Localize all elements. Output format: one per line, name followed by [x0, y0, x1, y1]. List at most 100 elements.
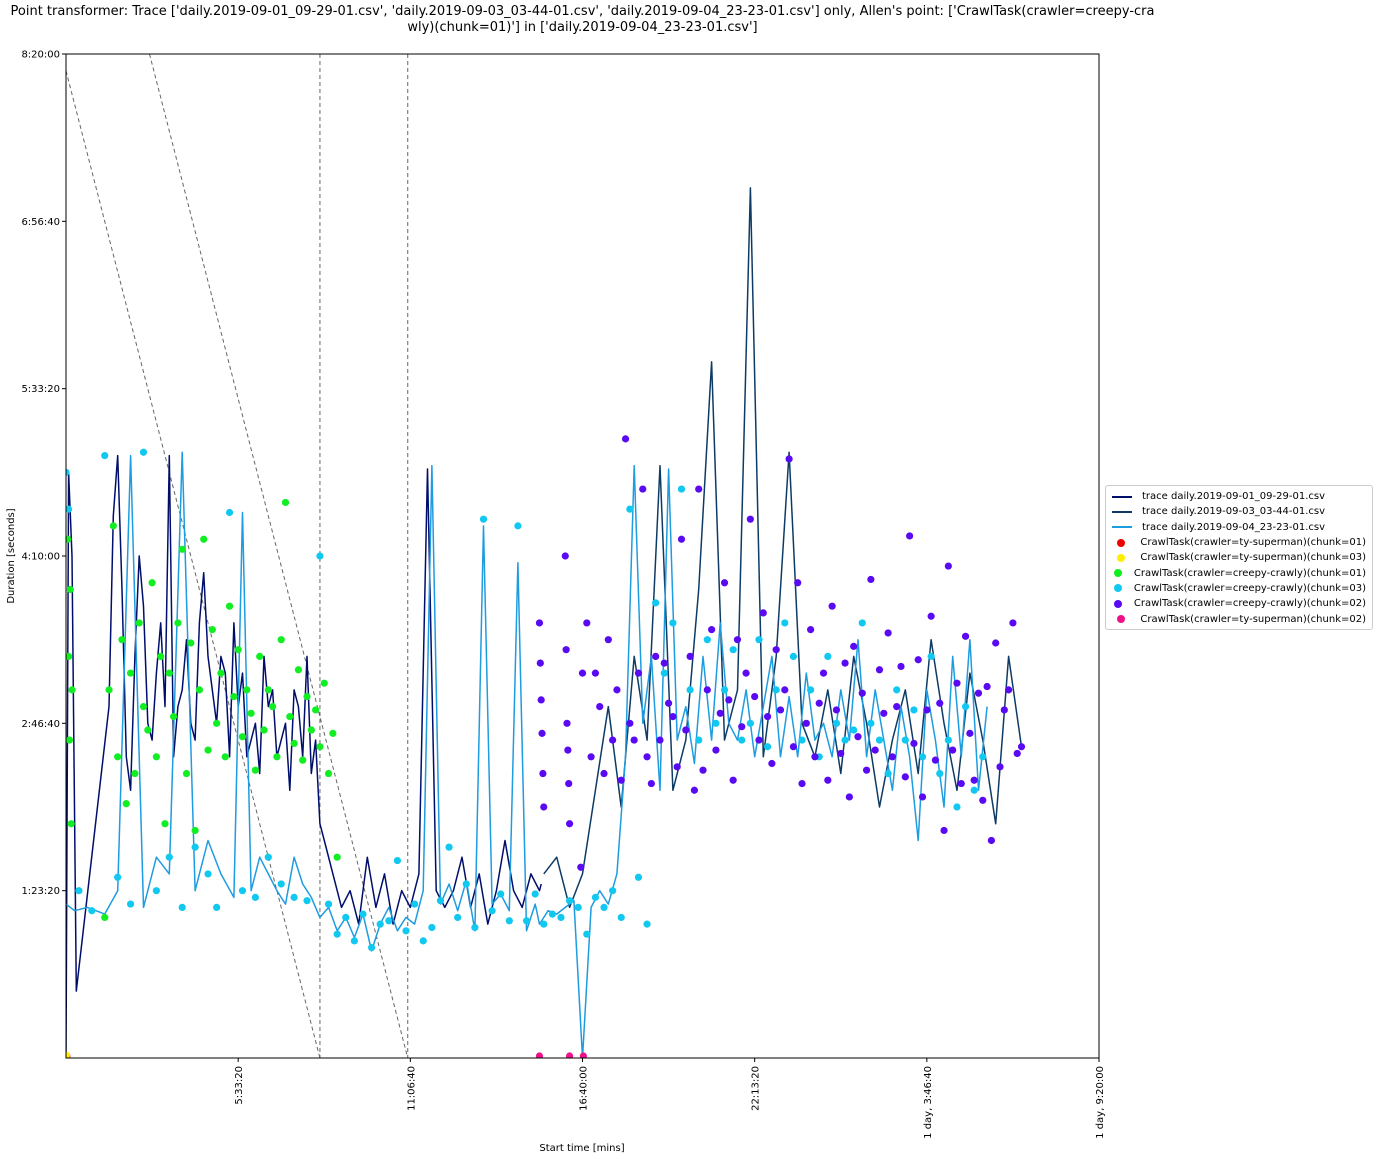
scatter-point-s4 [789, 652, 798, 661]
scatter-point-s5 [953, 679, 961, 687]
legend-label: trace daily.2019-09-03_03-44-01.csv [1142, 506, 1326, 518]
scatter-point-s5 [725, 696, 733, 704]
scatter-point-s5 [957, 779, 965, 788]
y-tick: 5:33:20 [21, 384, 66, 395]
scatter-point-s4 [695, 736, 703, 744]
scatter-point-s5 [867, 575, 875, 584]
x-tick-label: 11:06:40 [406, 1066, 417, 1111]
scatter-point-s4 [505, 917, 513, 925]
legend-label: CrawlTask(crawler=ty-superman)(chunk=02) [1140, 613, 1366, 625]
scatter-point-s3 [303, 692, 311, 701]
scatter-point-s5 [772, 646, 780, 654]
scatter-point-s3 [157, 652, 165, 661]
scatter-point-s3 [174, 619, 182, 627]
scatter-point-s4 [660, 669, 668, 677]
scatter-point-s5 [652, 652, 660, 661]
scatter-point-s4 [333, 930, 341, 938]
scatter-point-s5 [828, 602, 836, 610]
scatter-point-s4 [75, 887, 83, 895]
scatter-point-s5 [540, 803, 548, 811]
scatter-point-s4 [178, 903, 186, 912]
scatter-point-s3 [238, 733, 247, 741]
scatter-point-s4 [152, 887, 160, 895]
plot-frame [65, 53, 1100, 1059]
scatter-point-s5 [992, 639, 1000, 647]
scatter-point-s5 [944, 562, 952, 570]
legend-entry: CrawlTask(crawler=ty-superman)(chunk=01) [1112, 535, 1366, 550]
scatter-point-s5 [539, 769, 547, 778]
scatter-point-s5 [591, 669, 600, 677]
x-tick-label: 1 day, 3:46:40 [923, 1066, 934, 1139]
y-tick-label: 2:46:40 [21, 719, 60, 730]
scatter-point-s5 [819, 669, 828, 677]
scatter-point-s4 [367, 943, 376, 952]
scatter-point-s3 [307, 726, 315, 734]
scatter-point-s5 [596, 703, 604, 711]
scatter-point-s5 [781, 686, 789, 694]
scatter-point-s3 [256, 652, 264, 661]
scatter-point-s4 [139, 448, 148, 456]
scatter-point-s5 [918, 793, 927, 801]
scatter-point-s3 [182, 769, 191, 778]
scatter-point-s3 [139, 703, 148, 711]
scatter-point-s4 [350, 937, 358, 945]
scatter-point-s5 [824, 776, 832, 784]
scatter-point-s3 [178, 545, 186, 553]
scatter-point-s4 [720, 686, 729, 694]
scatter-point-s4 [600, 903, 608, 912]
scatter-point-s3 [135, 619, 143, 627]
scatter-point-s4 [225, 508, 234, 517]
scatter-point-s5 [927, 612, 935, 620]
scatter-point-s3 [118, 636, 126, 644]
scatter-point-s4 [807, 686, 815, 694]
scatter-point-s5 [811, 753, 819, 761]
scatter-point-s3 [66, 652, 73, 660]
legend-entry: CrawlTask(crawler=creepy-crawly)(chunk=0… [1112, 565, 1366, 580]
scatter-point-s5 [996, 763, 1004, 771]
legend-label: CrawlTask(crawler=creepy-crawly)(chunk=0… [1133, 598, 1366, 610]
scatter-point-s5 [983, 682, 991, 691]
y-tick-label: 1:23:20 [21, 886, 60, 897]
scatter-point-s4 [428, 923, 436, 932]
scatter-point-s3 [264, 686, 272, 694]
scatter-point-s4 [66, 505, 73, 513]
scatter-point-s4 [376, 920, 384, 928]
y-axis-label: Duration [seconds] [6, 508, 17, 603]
scatter-point-s5 [690, 786, 699, 794]
scatter-point-s5 [966, 729, 974, 737]
scatter-point-s3 [221, 753, 229, 761]
scatter-point-s5 [660, 659, 668, 667]
scatter-point-s3 [66, 585, 74, 594]
scatter-point-s3 [170, 713, 178, 721]
scatter-point-s3 [152, 753, 160, 761]
scatter-point-s5 [936, 699, 944, 707]
legend-label: CrawlTask(crawler=ty-superman)(chunk=01) [1140, 537, 1366, 549]
scatter-point-s5 [987, 836, 995, 845]
scatter-point-s4 [66, 468, 70, 476]
scatter-point-s3 [213, 719, 221, 727]
scatter-points [66, 435, 1026, 1058]
scatter-point-s5 [621, 435, 630, 443]
scatter-point-s4 [841, 736, 849, 744]
scatter-point-s4 [961, 703, 970, 711]
scatter-point-s5 [677, 535, 686, 543]
scatter-point-s3 [195, 686, 204, 694]
scatter-point-s4 [574, 903, 582, 912]
scatter-point-s4 [359, 910, 367, 918]
scatter-point-s3 [204, 746, 212, 754]
scatter-point-s5 [536, 659, 544, 667]
y-tick: 4:10:00 [21, 552, 66, 563]
y-tick: 2:46:40 [21, 719, 66, 730]
scatter-point-s5 [686, 652, 694, 661]
y-axis-ticks: 1:23:20 2:46:40 4:10:00 5:33:20 6:56:40 8:20:… [21, 50, 66, 897]
scatter-point-s4 [893, 686, 901, 694]
legend-label: CrawlTask(crawler=creepy-crawly)(chunk=0… [1133, 582, 1366, 594]
scatter-point-s4 [290, 893, 298, 901]
legend-entry: CrawlTask(crawler=ty-superman)(chunk=03) [1112, 550, 1366, 565]
scatter-point-s3 [114, 753, 122, 761]
scatter-point-s5 [664, 699, 673, 707]
scatter-point-s4 [738, 736, 746, 744]
scatter-point-s5 [979, 796, 987, 804]
scatter-point-s3 [217, 669, 225, 677]
legend-marker-wrap [1112, 584, 1124, 593]
